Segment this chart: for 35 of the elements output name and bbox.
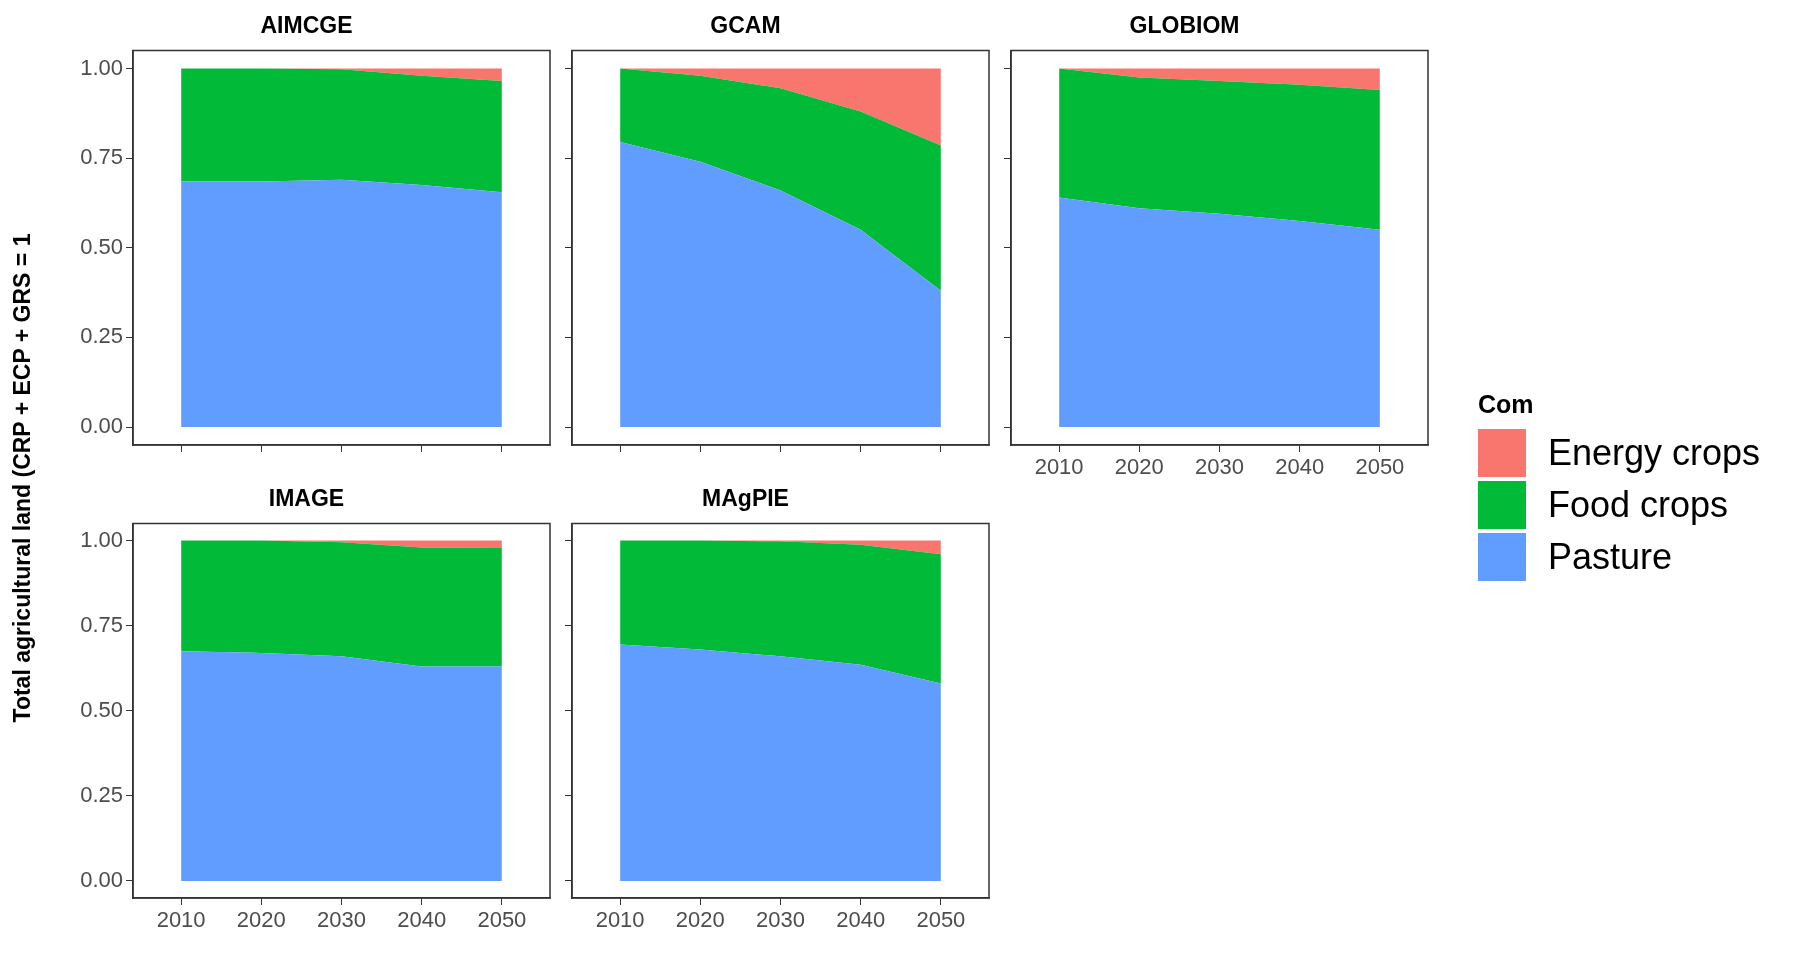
x-tick-label: 2030 — [317, 907, 366, 933]
x-tick-label: 2040 — [397, 907, 447, 933]
chart-title: MAgPIE — [702, 485, 789, 512]
x-tick-label: 2040 — [836, 907, 886, 933]
x-tick-label: 2030 — [1195, 454, 1244, 480]
x-tick-label: 2040 — [1275, 454, 1325, 480]
y-tick-label: 0.75 — [80, 611, 123, 637]
y-tick-label: 1.00 — [80, 526, 123, 552]
x-tick-label: 2020 — [675, 907, 725, 933]
x-tick-label: 2010 — [1034, 454, 1084, 480]
x-tick-label: 2050 — [477, 907, 527, 933]
chart-title: GLOBIOM — [1129, 12, 1240, 39]
chart-title: IMAGE — [268, 485, 345, 512]
legend-label: Energy crops — [1548, 432, 1761, 474]
y-tick-label: 0.50 — [80, 696, 123, 722]
y-tick-label: 0.00 — [80, 413, 123, 439]
y-tick-label: 0.75 — [80, 144, 123, 170]
x-tick-label: 2020 — [1114, 454, 1164, 480]
legend-label: Pasture — [1548, 536, 1673, 578]
y-tick-label: 1.00 — [80, 54, 123, 80]
x-tick-label: 2050 — [1355, 454, 1405, 480]
y-axis-title: Total agricultural land (CRP + ECP + GRS = 1 — [8, 233, 36, 723]
y-tick-label: 0.00 — [80, 867, 123, 893]
legend-title: Com — [1478, 390, 1535, 419]
x-tick-label: 2050 — [916, 907, 966, 933]
y-tick-label: 0.50 — [80, 233, 123, 259]
x-tick-label: 2030 — [756, 907, 805, 933]
x-tick-label: 2010 — [156, 907, 206, 933]
x-tick-label: 2010 — [595, 907, 645, 933]
x-tick-label: 2020 — [236, 907, 286, 933]
chart-title: GCAM — [710, 12, 781, 39]
y-tick-label: 0.25 — [80, 323, 123, 349]
legend-label: Food crops — [1548, 484, 1729, 526]
chart-title: AIMCGE — [260, 12, 353, 39]
y-tick-label: 0.25 — [80, 781, 123, 807]
